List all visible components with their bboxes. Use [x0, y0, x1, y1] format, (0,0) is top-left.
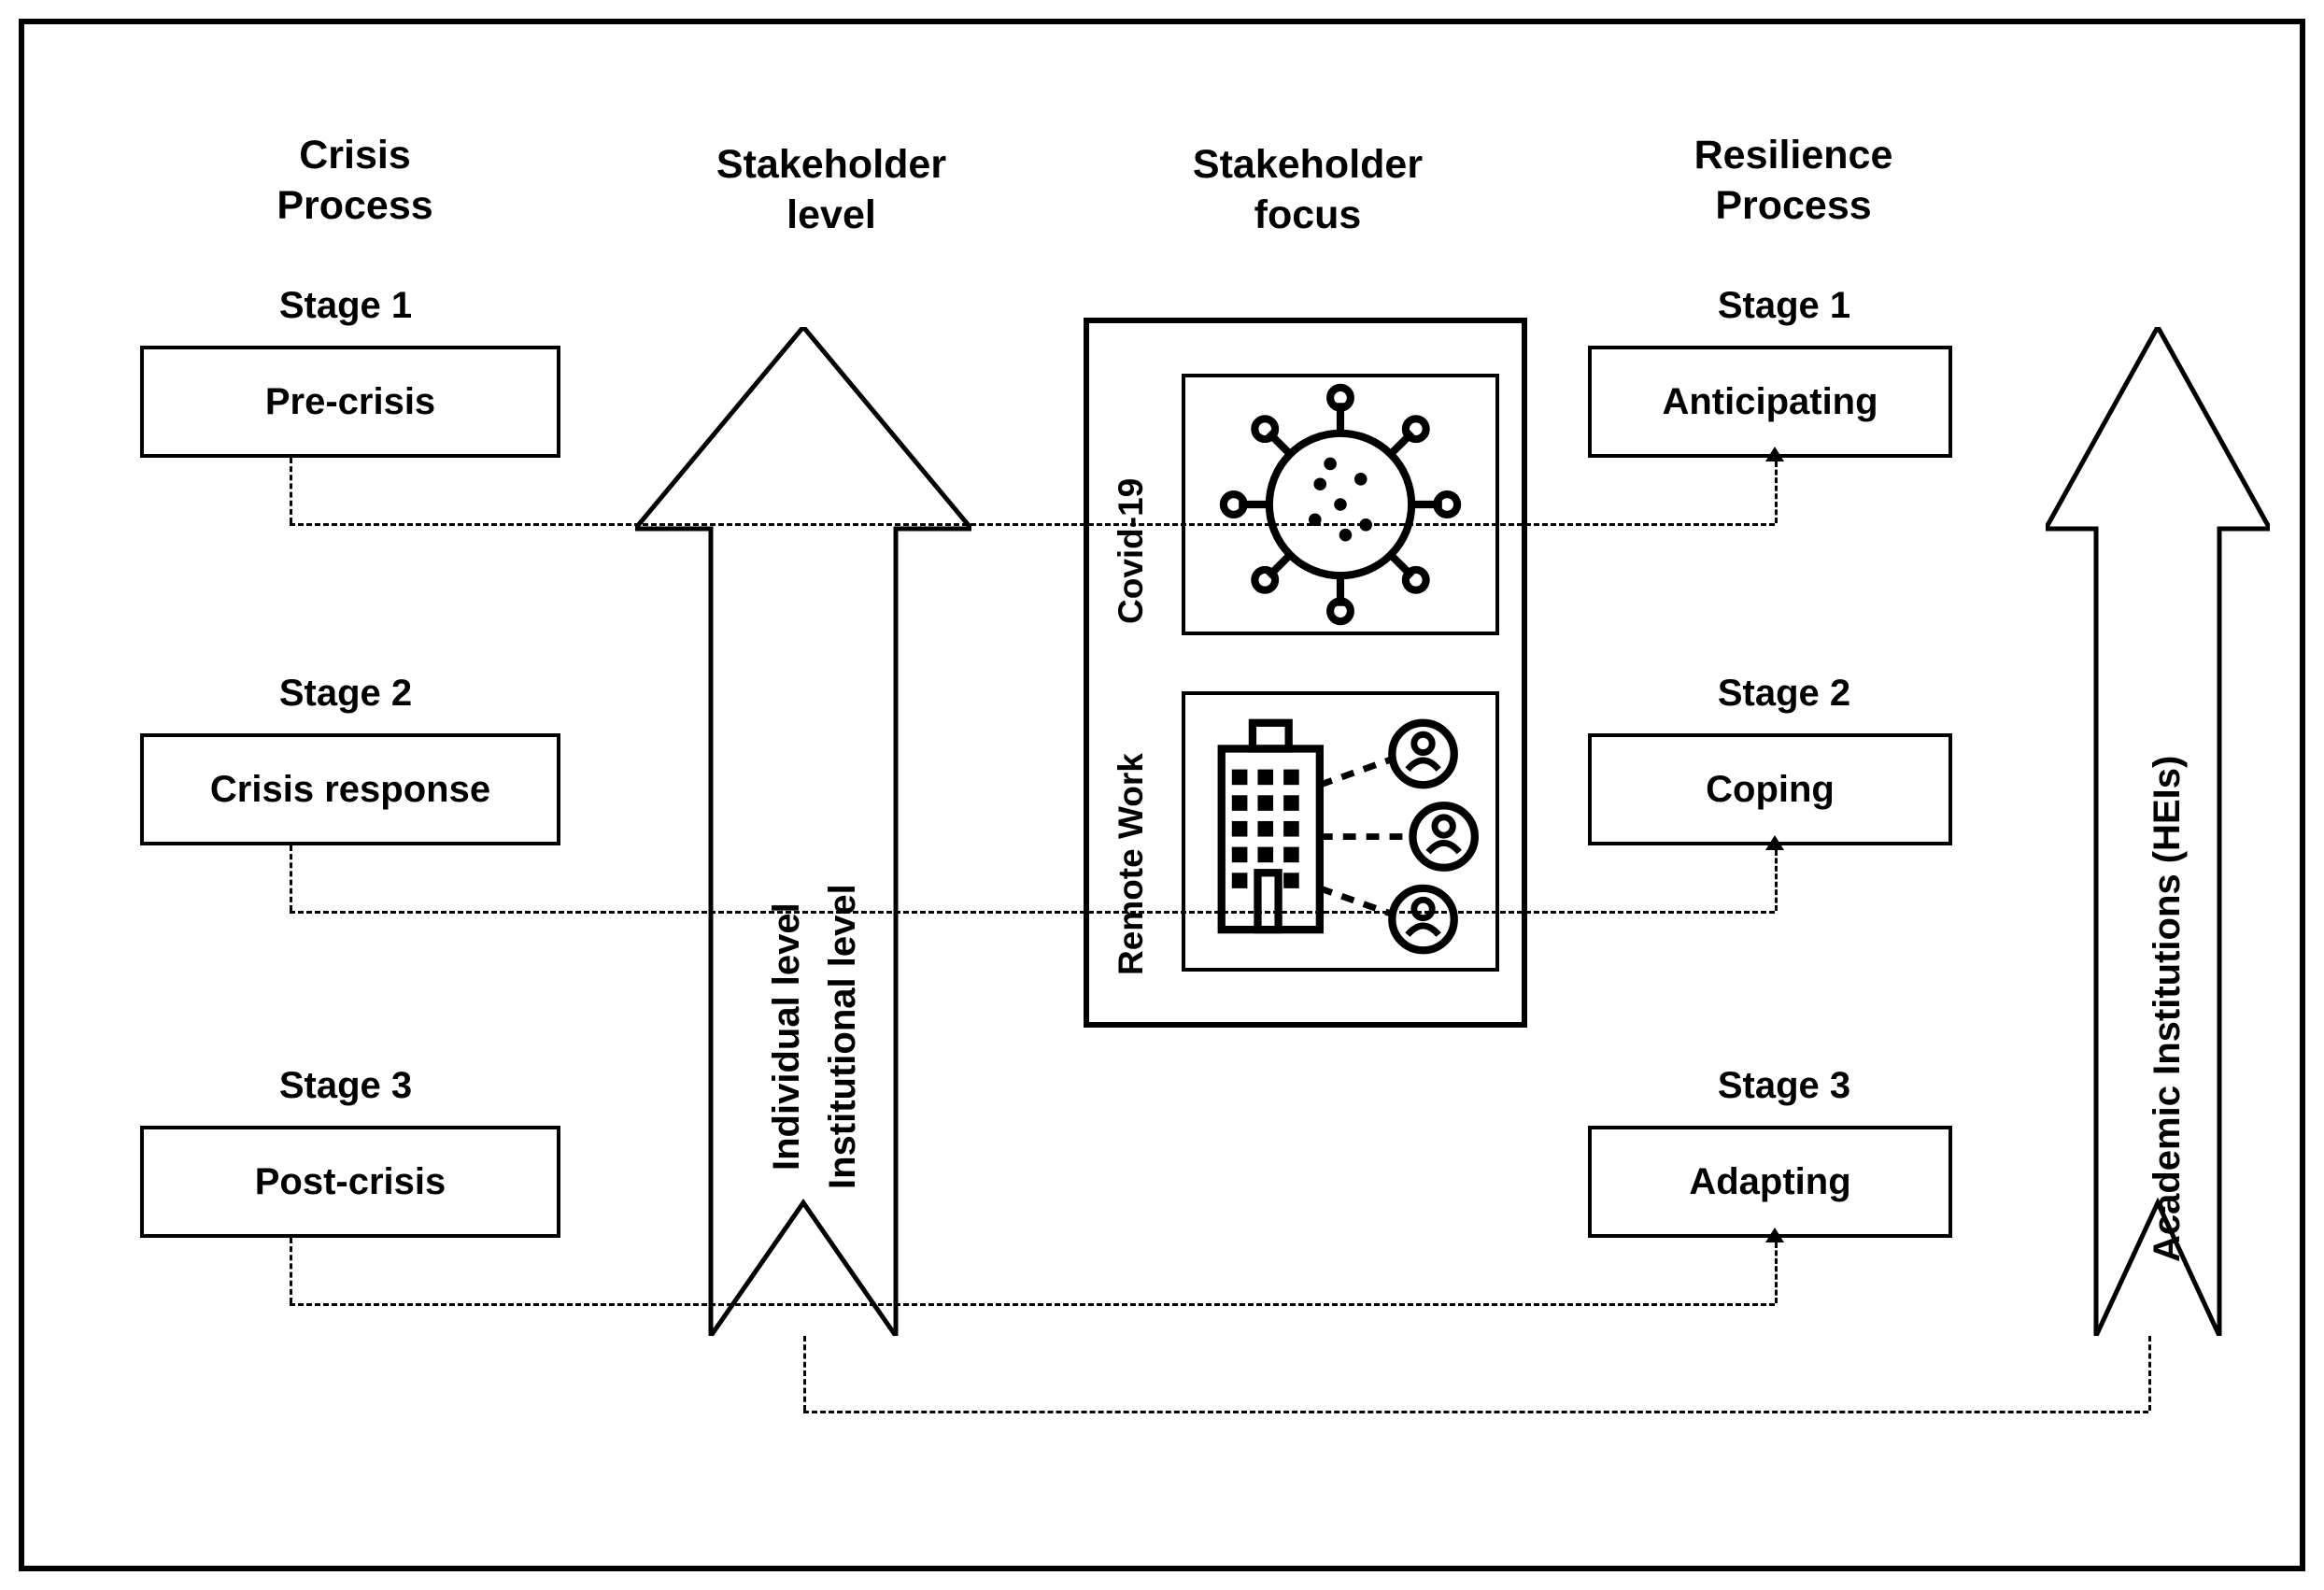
resil-stage2-box: Coping — [1588, 733, 1952, 845]
crisis-stage3-text: Post-crisis — [255, 1161, 446, 1203]
diagram-frame: CrisisProcess Stakeholderlevel Stakehold… — [0, 0, 2324, 1590]
focus-label-covid: Covid-19 — [1112, 430, 1151, 673]
crisis-stage1-text: Pre-crisis — [265, 381, 435, 423]
resil-stage3-text: Adapting — [1689, 1161, 1850, 1203]
connector-segment — [803, 1411, 2148, 1413]
resil-stage1-label: Stage 1 — [1691, 285, 1878, 327]
connector-segment — [290, 1238, 292, 1303]
header-stakeholder-focus: Stakeholderfocus — [1168, 140, 1448, 241]
crisis-stage1-label: Stage 1 — [252, 285, 439, 327]
resil-stage1-text: Anticipating — [1662, 381, 1878, 423]
connector-segment — [290, 458, 292, 523]
remote-work-icon — [1185, 695, 1495, 968]
resil-stage2-text: Coping — [1706, 769, 1835, 811]
header-resilience-process: ResilienceProcess — [1653, 131, 1934, 232]
arrow-label-institutions: Academic Institutions (HEIs) — [2147, 682, 2189, 1336]
header-crisis-process: CrisisProcess — [234, 131, 476, 232]
connector-segment — [290, 523, 1775, 526]
crisis-stage1-box: Pre-crisis — [140, 346, 560, 458]
connector-segment — [290, 1303, 1775, 1306]
connector-segment — [1775, 461, 1778, 523]
focus-label-remote: Remote Work — [1112, 719, 1151, 1009]
virus-icon — [1185, 377, 1495, 632]
connector-segment — [1775, 1242, 1778, 1303]
crisis-stage3-box: Post-crisis — [140, 1126, 560, 1238]
crisis-stage2-label: Stage 2 — [252, 673, 439, 715]
arrow-label-institutional: Institutional level — [822, 775, 864, 1299]
connector-arrowhead — [1765, 447, 1784, 461]
remote-icon-frame — [1182, 691, 1499, 972]
connector-segment — [803, 1336, 806, 1411]
connector-segment — [1775, 850, 1778, 911]
resil-stage2-label: Stage 2 — [1691, 673, 1878, 715]
crisis-stage2-box: Crisis response — [140, 733, 560, 845]
connector-segment — [2148, 1336, 2151, 1411]
resil-stage3-box: Adapting — [1588, 1126, 1952, 1238]
connector-segment — [290, 845, 292, 911]
connector-arrowhead — [1765, 835, 1784, 850]
arrow-label-individual: Individual level — [766, 775, 808, 1299]
header-stakeholder-level: Stakeholderlevel — [691, 140, 971, 241]
connector-arrowhead — [1765, 1228, 1784, 1242]
connector-segment — [290, 911, 1775, 914]
resil-stage1-box: Anticipating — [1588, 346, 1952, 458]
resil-stage3-label: Stage 3 — [1691, 1065, 1878, 1107]
crisis-stage2-text: Crisis response — [210, 769, 490, 811]
crisis-stage3-label: Stage 3 — [252, 1065, 439, 1107]
covid-icon-frame — [1182, 374, 1499, 635]
